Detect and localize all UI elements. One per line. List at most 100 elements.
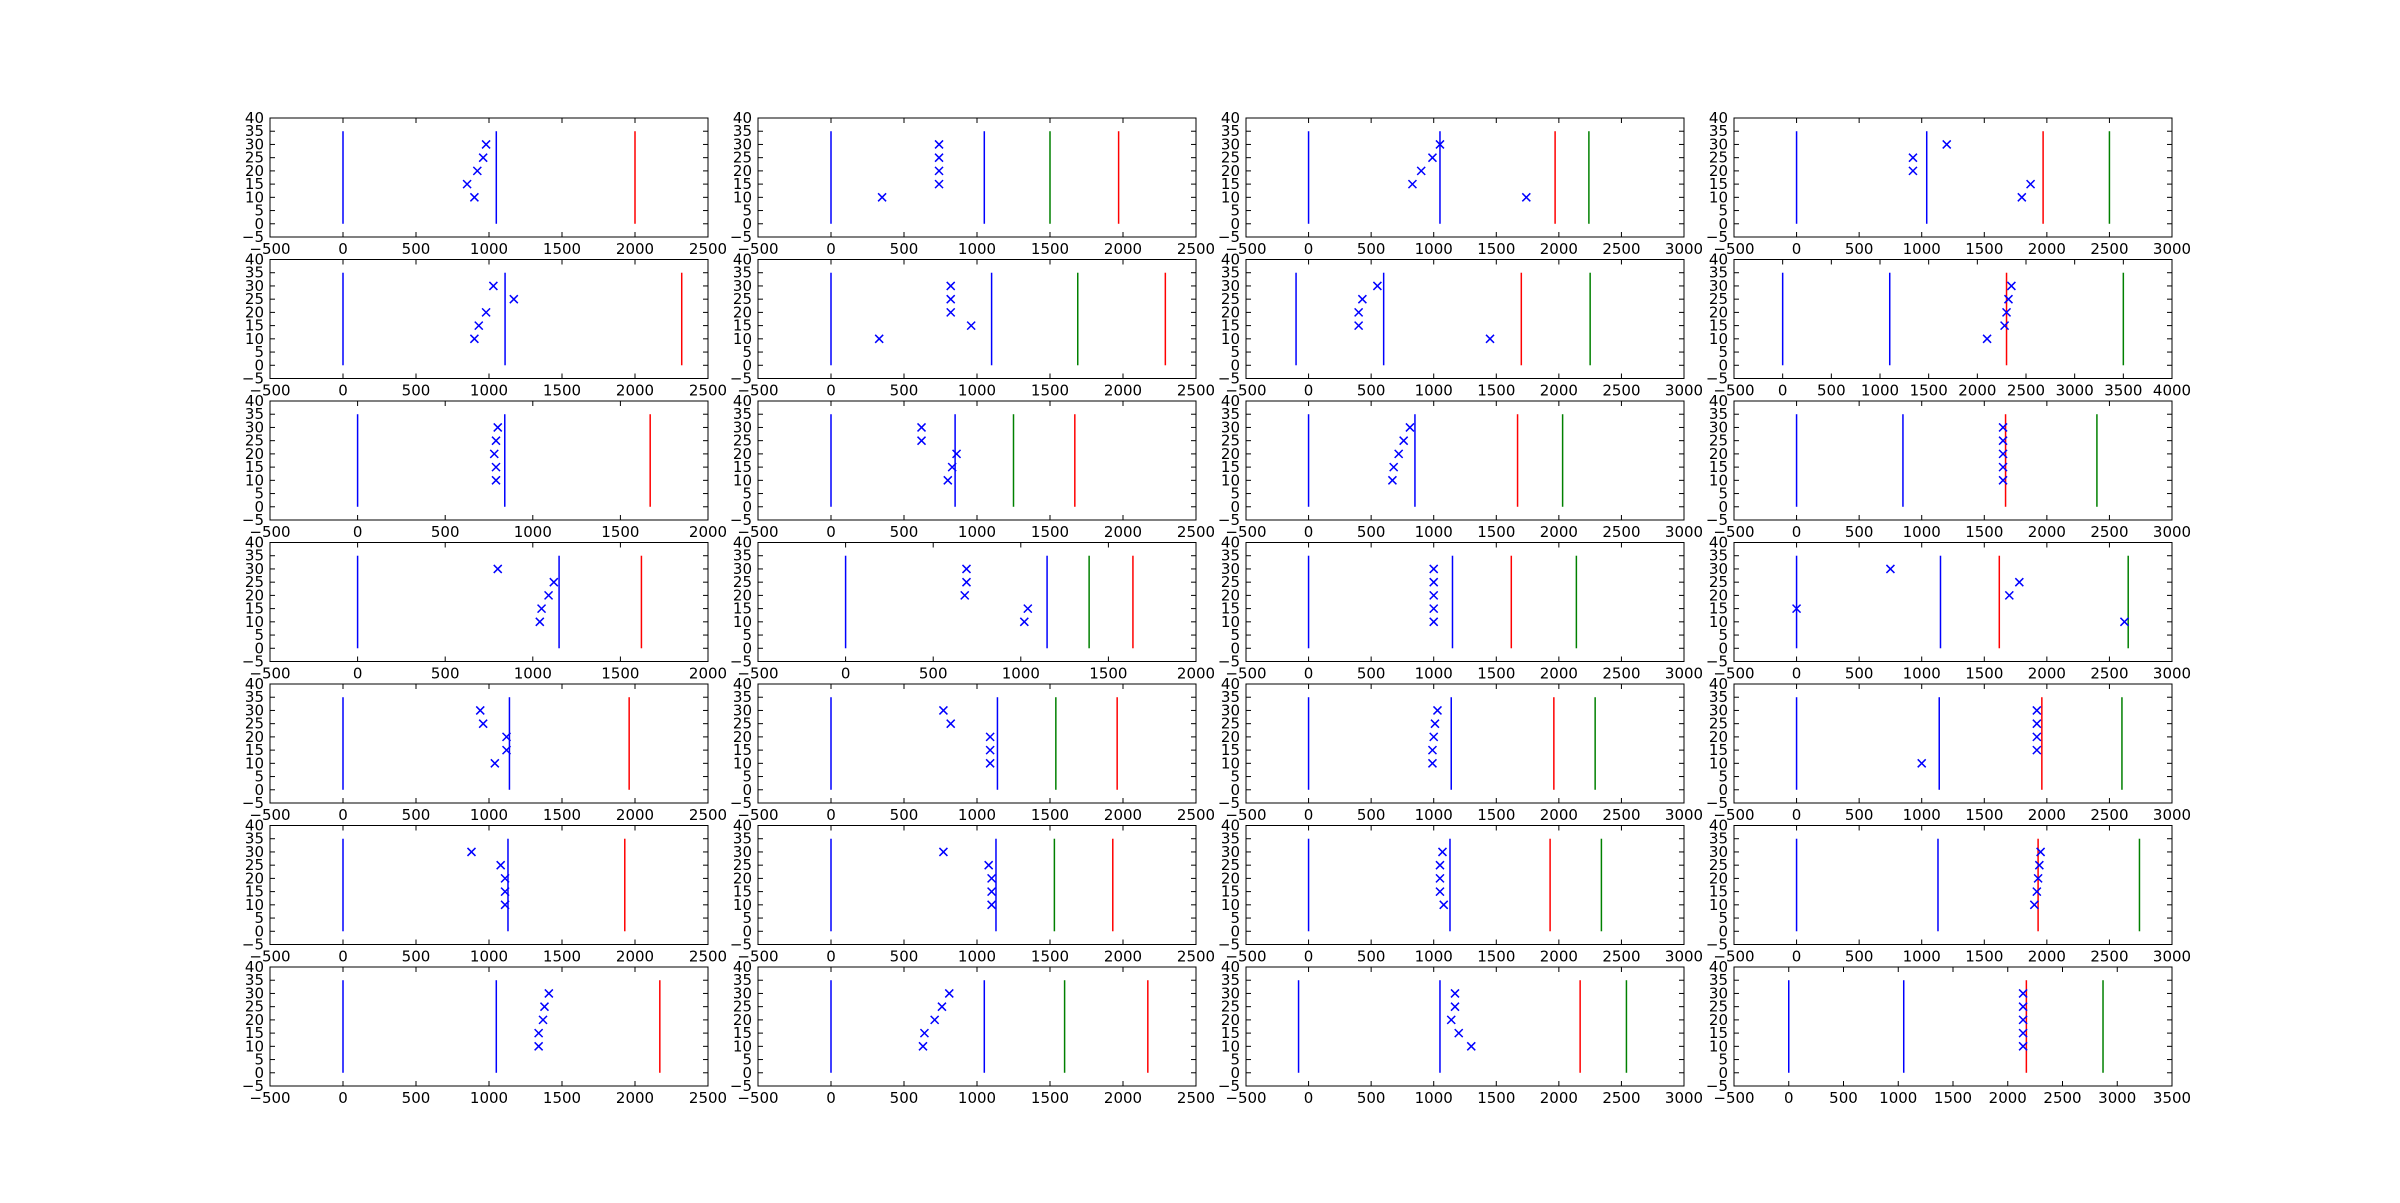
y-tick-label: −5 [730,370,752,388]
x-tick-label: −500 [249,806,290,824]
y-tick-label: 20 [245,1011,264,1029]
x-marker [1942,139,1952,149]
x-tick-label: 2500 [689,806,727,824]
x-marker [1427,745,1437,755]
x-marker [1427,758,1437,768]
y-tick-label: 10 [1221,471,1240,489]
y-tick-label: 30 [733,277,752,295]
y-tick-label: 15 [1221,600,1240,618]
x-tick-label: 1500 [1031,806,1069,824]
x-tick-label: 500 [431,665,460,683]
y-tick-label: 15 [245,1024,264,1042]
x-marker [946,307,956,317]
y-tick-label: 5 [1718,909,1728,927]
x-tick-label: 1500 [1031,948,1069,966]
y-tick-label: 35 [733,830,752,848]
x-marker [549,577,559,587]
y-tick-label: 40 [733,392,752,410]
x-tick-label: 0 [338,240,348,258]
x-tick-label: −500 [1225,523,1266,541]
x-tick-label: 0 [1304,1089,1314,1107]
y-tick-label: 40 [1709,958,1728,976]
x-marker [496,860,506,870]
y-tick-label: 30 [245,843,264,861]
y-tick-label: −5 [1706,228,1728,246]
y-tick-label: 35 [733,405,752,423]
x-tick-label: 2500 [1177,382,1215,400]
y-tick-label: 0 [254,781,264,799]
y-tick-label: 5 [1718,626,1728,644]
x-tick-label: 2000 [1989,1089,2027,1107]
y-tick-label: 40 [1709,109,1728,127]
x-marker [1429,590,1439,600]
x-marker [1908,153,1918,163]
y-tick-label: 20 [1709,586,1728,604]
x-tick-label: 500 [402,806,431,824]
y-tick-label: 30 [733,701,752,719]
x-tick-label: 500 [1845,240,1874,258]
x-marker [535,617,545,627]
x-tick-label: 2500 [1602,523,1640,541]
x-tick-label: 2500 [1177,240,1215,258]
y-tick-label: 25 [1709,432,1728,450]
axes-frame [1733,117,2173,238]
x-marker [2018,988,2028,998]
x-marker [938,705,948,715]
y-tick-label: 30 [1709,135,1728,153]
y-tick-label: 30 [1221,277,1240,295]
y-tick-label: 35 [245,264,264,282]
x-tick-label: 3500 [2104,382,2142,400]
x-marker [1416,166,1426,176]
x-marker [2032,719,2042,729]
axes-frame [757,400,1197,521]
x-tick-label: −500 [737,382,778,400]
x-tick-label: 1000 [958,382,996,400]
x-marker [1019,617,1029,627]
x-tick-label: 2000 [689,523,727,541]
y-tick-label: 5 [1718,1051,1728,1069]
x-tick-label: 1000 [1415,948,1453,966]
y-tick-label: −5 [1218,370,1240,388]
x-marker [946,719,956,729]
x-marker [2033,873,2043,883]
y-tick-label: −5 [242,370,264,388]
x-tick-label: 0 [826,948,836,966]
x-tick-label: 0 [826,382,836,400]
y-tick-label: 0 [1718,215,1728,233]
y-tick-label: 40 [733,675,752,693]
x-tick-label: 2500 [1177,1089,1215,1107]
y-tick-label: 30 [733,984,752,1002]
axes-frame [1245,542,1685,662]
x-tick-label: 0 [1792,665,1802,683]
y-tick-label: 35 [733,547,752,565]
axes-frame [269,117,709,238]
y-tick-label: 0 [254,922,264,940]
y-tick-label: 40 [1221,392,1240,410]
y-tick-label: 35 [245,122,264,140]
x-marker [1466,1041,1476,1051]
x-marker [489,449,499,459]
x-tick-label: 2000 [2028,240,2066,258]
x-tick-label: 0 [826,240,836,258]
axes-frame [757,825,1197,945]
y-tick-label: 0 [254,498,264,516]
x-tick-label: 2500 [689,240,727,258]
x-marker [1450,1002,1460,1012]
x-marker [2032,745,2042,755]
y-tick-label: 30 [733,560,752,578]
x-marker [1450,988,1460,998]
x-marker [952,449,962,459]
y-tick-label: 10 [1709,188,1728,206]
x-tick-label: 2500 [1602,240,1640,258]
x-tick-label: 2000 [1540,948,1578,966]
x-tick-label: 1500 [601,665,639,683]
y-tick-label: 20 [1221,586,1240,604]
x-tick-label: 3000 [1665,948,1703,966]
x-tick-label: 1000 [958,240,996,258]
y-tick-label: 40 [1221,251,1240,269]
x-marker [1435,887,1445,897]
y-tick-label: 30 [245,984,264,1002]
y-tick-label: 25 [1709,290,1728,308]
